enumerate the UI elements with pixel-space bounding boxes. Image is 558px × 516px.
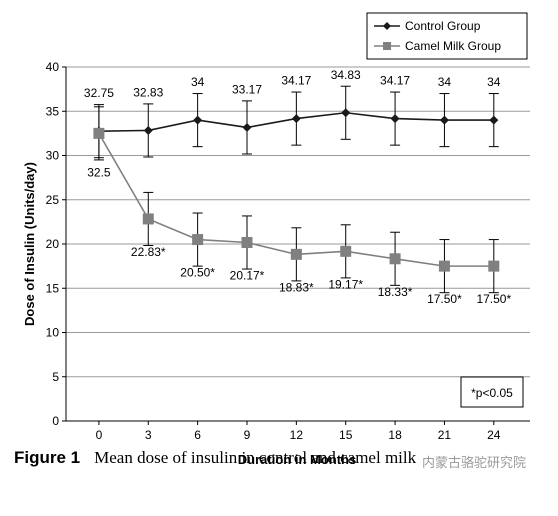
data-label: 19.17* [328,277,363,291]
data-point [143,125,153,135]
data-label: 18.33* [378,285,413,299]
axes [65,67,530,422]
data-point [142,213,154,225]
grid-lines [66,66,530,378]
data-label: 18.83* [279,280,314,294]
data-point [93,127,105,139]
data-label: 17.50* [476,292,511,306]
data-label: 20.50* [180,266,215,280]
data-label: 33.17 [232,82,262,96]
x-axis-label: Duration in Months [238,452,356,467]
y-tick-label: 15 [46,281,60,295]
y-tick-label: 5 [52,370,59,384]
legend: Control Group Camel Milk Group [366,12,528,60]
y-tick-label: 35 [46,104,60,118]
data-label: 34 [487,75,501,89]
y-tick-label: 40 [46,60,60,74]
data-point [390,114,400,124]
data-point [488,260,500,272]
x-tick-label: 18 [388,428,402,442]
data-label: 20.17* [230,268,265,282]
y-tick-label: 25 [46,193,60,207]
series-camel-milk [93,106,500,294]
watermark: 内蒙古骆驼研究院 [420,452,529,471]
x-tick-label: 0 [96,428,103,442]
series-layer [93,85,500,294]
data-point [438,260,450,272]
y-tick-label: 20 [46,237,60,251]
data-label: 34 [438,75,452,89]
data-point [290,248,302,260]
data-point [439,115,449,125]
data-label: 34.17 [380,74,410,88]
data-label: 22.83* [131,245,166,259]
caption-text: Mean dose of insulin in control and came… [94,448,417,467]
x-tick-label: 21 [438,428,452,442]
data-point [241,236,253,248]
data-label: 34.17 [281,74,311,88]
x-tick-label: 24 [487,428,501,442]
x-tick-label: 6 [194,428,201,442]
data-point [340,245,352,257]
significance-note: *p<0.05 [460,376,524,408]
data-label: 17.50* [427,292,462,306]
data-point [291,114,301,124]
data-label: 32.5 [87,165,111,179]
x-tick-label: 12 [290,428,304,442]
data-label: 34.83 [331,68,361,82]
data-labels: 32.75 32.83 34 33.17 34.17 34.83 34.17 34 34 32.5… [84,68,512,306]
data-point [341,108,351,118]
y-axis-label: Dose of Insulin (Units/day) [22,162,37,326]
legend-marker [383,42,391,50]
legend-box [366,12,528,60]
data-point [489,115,499,125]
significance-note-text: *p<0.05 [471,386,513,400]
x-tick-label: 9 [244,428,251,442]
data-label: 32.83 [133,85,163,99]
x-tick-label: 15 [339,428,353,442]
data-point [389,253,401,265]
y-tick-label: 30 [46,149,60,163]
x-tick-label: 3 [145,428,152,442]
figure-caption: Figure 1 Mean dose of insulin in control … [14,448,554,478]
legend-marker [383,22,391,30]
figure-label: Figure 1 [14,448,81,467]
legend-label: Control Group [405,19,481,33]
y-tick-label: 0 [52,414,59,428]
y-tick-label: 10 [46,326,60,340]
data-point [193,115,203,125]
x-axis-ticks: 0 3 6 9 12 15 18 21 24 [96,421,501,442]
data-point [242,122,252,132]
data-point [192,234,204,246]
data-label: 34 [191,75,205,89]
y-axis-ticks: 0 5 10 15 20 25 30 35 40 [46,60,66,428]
data-label: 32.75 [84,86,114,100]
legend-label: Camel Milk Group [405,39,501,53]
